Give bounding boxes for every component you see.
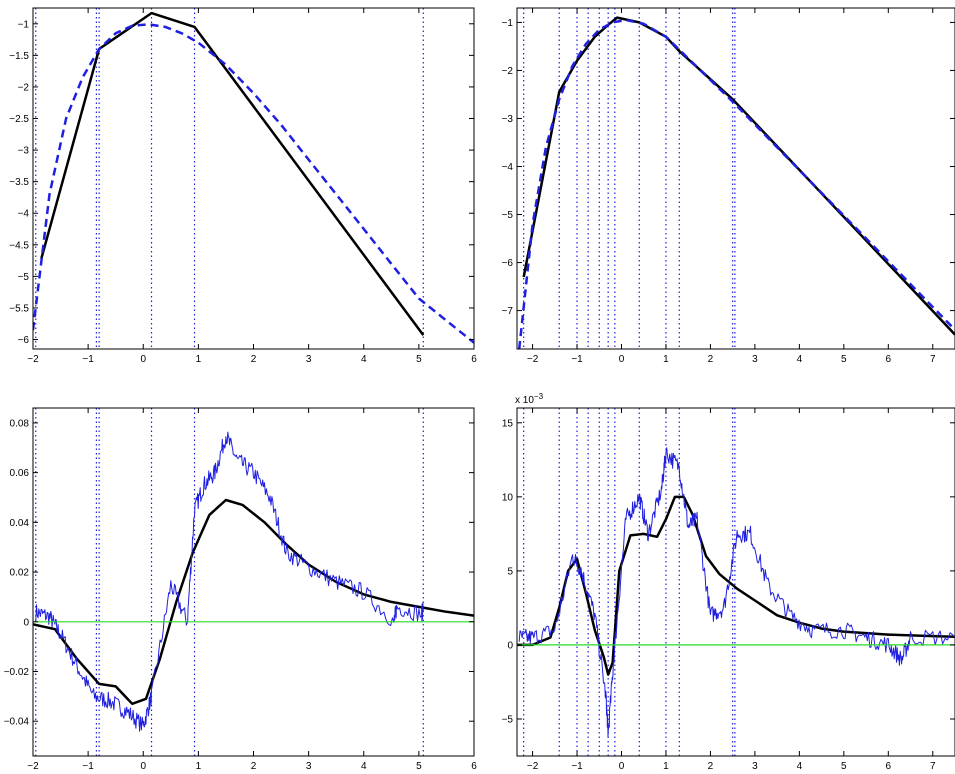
x-tick-label: 3 <box>752 761 758 772</box>
x-tick-label: 0 <box>140 761 146 772</box>
exponent-sup: −3 <box>534 392 544 401</box>
x-tick-label: 5 <box>841 354 847 365</box>
x-tick-label: 1 <box>196 761 202 772</box>
y-tick-label: −5 <box>502 210 514 221</box>
axes-box <box>32 7 475 350</box>
y-tick-label: −5.5 <box>9 303 29 314</box>
x-tick-label: −1 <box>82 761 94 772</box>
x-tick-label: −2 <box>27 354 39 365</box>
x-tick-label: 3 <box>752 354 758 365</box>
axes-box <box>516 7 955 350</box>
x-tick-label: −2 <box>527 761 539 772</box>
y-tick-label: −4 <box>502 162 514 173</box>
series-line-1 <box>517 18 955 349</box>
x-tick-label: 5 <box>841 761 847 772</box>
x-tick-label: 1 <box>663 761 669 772</box>
x-tick-label: −2 <box>527 354 539 365</box>
y-tick-label: 0.04 <box>10 518 30 529</box>
x-tick-label: 4 <box>797 761 803 772</box>
axes-box <box>32 407 475 757</box>
series-line-0 <box>522 16 955 336</box>
chart-panel-top-right: −2 −1 0 1 2 3 4 5 6 7 −7 −6 −5 −4 −3 −2 −1 <box>502 7 955 365</box>
y-tick-label: −1 <box>502 18 514 29</box>
x-tick-label: 5 <box>416 354 422 365</box>
x-tick-label: 0 <box>619 354 625 365</box>
y-tick-label: −2.5 <box>9 114 29 125</box>
series-line-0 <box>517 495 955 676</box>
x-tick-label: −1 <box>571 761 583 772</box>
y-tick-label: 0 <box>507 640 513 651</box>
y-tick-label: −5 <box>502 714 514 725</box>
y-tick-label: −6 <box>502 258 514 269</box>
series-line-1 <box>33 23 474 344</box>
series-line-0 <box>40 11 425 336</box>
plot-area <box>517 8 955 349</box>
y-tick-label: −4 <box>18 209 30 220</box>
x-tick-label: 3 <box>306 354 312 365</box>
y-tick-label: −6 <box>18 335 30 346</box>
y-tick-label: 0.06 <box>10 468 30 479</box>
y-tick-label: 10 <box>502 492 514 503</box>
y-tick-label: −2 <box>502 66 514 77</box>
x-tick-label: 2 <box>708 354 714 365</box>
y-tick-label: 5 <box>507 566 513 577</box>
x-tick-label: 4 <box>361 354 367 365</box>
x-tick-label: 5 <box>416 761 422 772</box>
x-tick-label: 0 <box>140 354 146 365</box>
x-tick-label: 6 <box>471 761 477 772</box>
x-tick-label: −2 <box>27 761 39 772</box>
y-tick-label: −0.04 <box>4 717 30 728</box>
x-tick-label: 0 <box>619 761 625 772</box>
y-tick-label: −0.02 <box>4 667 30 678</box>
x-tick-label: 2 <box>708 761 714 772</box>
y-tick-label: 0.02 <box>10 568 30 579</box>
x-tick-label: 4 <box>797 354 803 365</box>
series-line-1 <box>518 447 955 738</box>
plot-area <box>517 408 955 756</box>
y-tick-label: −3.5 <box>9 177 29 188</box>
series-line-0 <box>33 498 474 706</box>
chart-panel-bottom-left: −2 −1 0 1 2 3 4 5 6 −0.04 −0.02 0 0.02 0.04 0.06 0.08 <box>4 407 477 772</box>
x-tick-label: 7 <box>930 354 936 365</box>
x-tick-label: −1 <box>82 354 94 365</box>
x-tick-label: 1 <box>663 354 669 365</box>
x-tick-label: 6 <box>886 761 892 772</box>
series-line-1 <box>35 431 424 732</box>
x-tick-label: 3 <box>306 761 312 772</box>
y-tick-label: −2 <box>18 82 30 93</box>
chart-panel-top-left: −2 −1 0 1 2 3 4 5 6 −6 −5.5 −5 −4.5 −4 −3.5 −3 −2.5 −2 −1.… <box>9 7 477 365</box>
y-tick-label: −3 <box>502 114 514 125</box>
x-tick-label: 6 <box>886 354 892 365</box>
x-tick-label: −1 <box>571 354 583 365</box>
plot-area <box>33 408 474 756</box>
y-tick-label: 0.08 <box>10 418 30 429</box>
x-tick-label: 2 <box>251 354 257 365</box>
axes-box <box>516 407 955 757</box>
y-tick-label: 15 <box>502 418 514 429</box>
chart-panel-bottom-right: −2 −1 0 1 2 3 4 5 6 7 −5 0 5 10 15 x 10−3 <box>502 392 955 772</box>
exponent-label: x 10−3 <box>515 392 544 406</box>
x-tick-label: 7 <box>930 761 936 772</box>
x-tick-label: 6 <box>471 354 477 365</box>
y-tick-label: −7 <box>502 306 514 317</box>
x-tick-label: 2 <box>251 761 257 772</box>
y-tick-label: 0 <box>23 617 29 628</box>
x-tick-label: 1 <box>196 354 202 365</box>
y-tick-label: −1 <box>18 19 30 30</box>
x-tick-label: 4 <box>361 761 367 772</box>
y-tick-label: −3 <box>18 146 30 157</box>
y-tick-label: −4.5 <box>9 240 29 251</box>
y-tick-label: −1.5 <box>9 51 29 62</box>
y-tick-label: −5 <box>18 272 30 283</box>
plot-area <box>33 8 474 349</box>
